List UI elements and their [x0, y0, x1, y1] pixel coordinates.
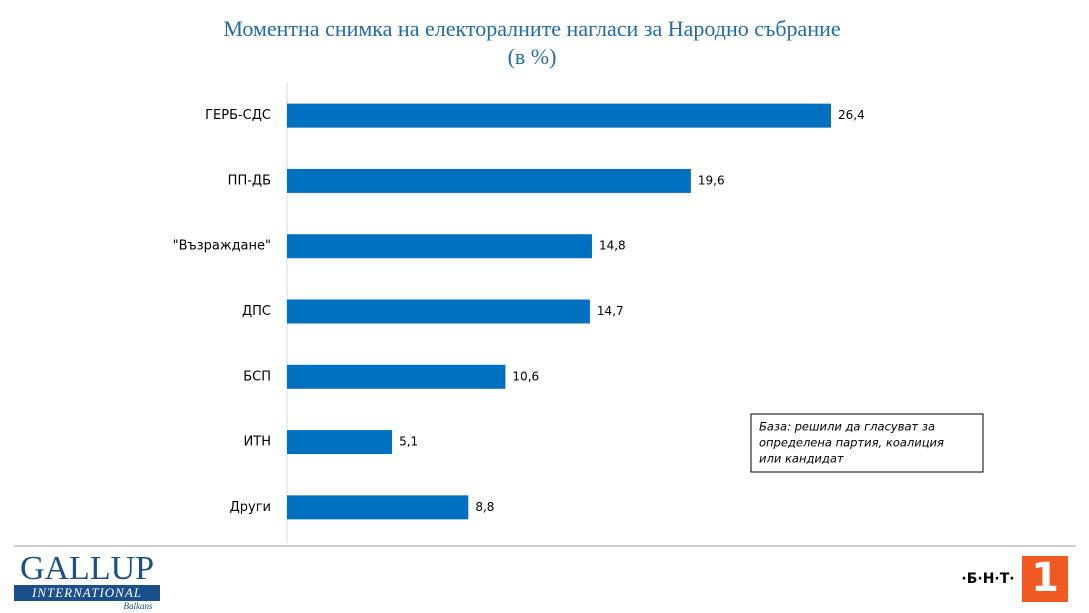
- value-label: 8,8: [475, 500, 494, 514]
- bnt-logo: ·Б·Н·Т·: [961, 571, 1014, 587]
- bnt-box: [955, 567, 1021, 591]
- bar: [287, 234, 592, 259]
- gallup-logo-sub: INTERNATIONAL: [31, 585, 142, 600]
- y-tick-label: БСП: [243, 369, 271, 384]
- annotation: или кандидат: [759, 452, 844, 466]
- chart-subtitle: (в %): [508, 44, 557, 69]
- annotation: определена партия, коалиция: [759, 436, 944, 450]
- y-tick-label: ГЕРБ-СДС: [205, 108, 271, 123]
- bar: [287, 430, 393, 455]
- annotation-box: [750, 413, 984, 473]
- bnt-one-box: [1022, 556, 1068, 602]
- value-label: 10,6: [512, 369, 539, 383]
- bar: [287, 495, 469, 520]
- y-tick-label: Други: [230, 500, 271, 515]
- y-tick-label: "Възраждане": [173, 239, 271, 254]
- bar: [287, 364, 506, 389]
- y-tick-label: ПП-ДБ: [228, 173, 271, 188]
- value-label: 14,8: [599, 239, 626, 253]
- gallup-logo: GALLUP: [20, 550, 154, 587]
- y-tick-label: ДПС: [242, 304, 271, 319]
- chart-title: Моментна снимка на електоралните нагласи…: [223, 16, 840, 41]
- bar: [287, 168, 691, 193]
- bar: [287, 103, 831, 128]
- bnt-one: 1: [1031, 555, 1059, 601]
- value-label: 14,7: [597, 304, 624, 318]
- bar: [287, 299, 590, 324]
- annotation: База: решили да гласуват за: [759, 420, 935, 434]
- y-tick-label: ИТН: [244, 435, 271, 450]
- gallup-logo-region: Balkans: [124, 601, 153, 611]
- value-label: 5,1: [399, 435, 418, 449]
- logo-band: [14, 585, 160, 601]
- value-label: 19,6: [698, 173, 725, 187]
- value-label: 26,4: [838, 108, 865, 122]
